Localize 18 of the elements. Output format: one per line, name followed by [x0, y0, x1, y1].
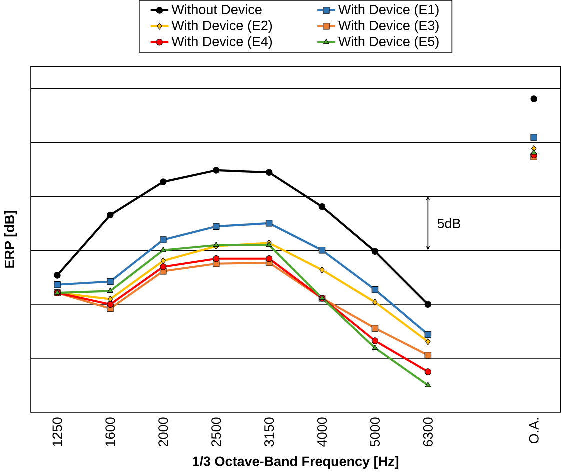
legend-label: With Device (E3)	[338, 20, 439, 34]
x-tick-label: 2500	[212, 418, 222, 447]
legend-label: Without Device	[172, 4, 262, 15]
x-tick-label: 6300	[423, 418, 433, 447]
x-tick-label: 2000	[158, 418, 168, 447]
legend-label: With Device (E4)	[172, 36, 272, 50]
legend-label: With Device (E2)	[172, 20, 272, 34]
legend-label: With Device (E1)	[338, 4, 439, 18]
x-tick-label: 1250	[52, 418, 62, 446]
x-tick-label: 4000	[317, 418, 328, 448]
x-tick-label: 3150	[264, 418, 274, 447]
x-axis-title: 1/3 Octave-Band Frequency [Hz]	[193, 456, 399, 470]
x-tick-label: 1600	[106, 418, 116, 446]
annotation: 5dB	[438, 218, 461, 229]
y-axis-title: ERP [dB]	[4, 211, 18, 268]
x-tick-label: O.A.	[529, 418, 539, 444]
legend-label: With Device (E5)	[338, 36, 439, 50]
x-tick-label: 5000	[370, 418, 380, 447]
